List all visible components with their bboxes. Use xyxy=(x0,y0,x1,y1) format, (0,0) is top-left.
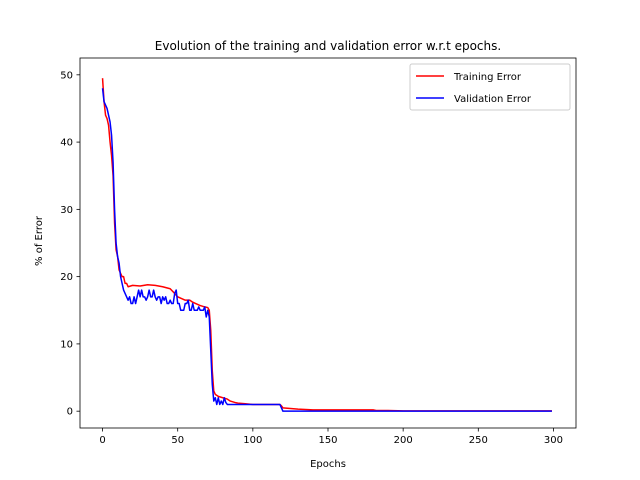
y-tick-label: 30 xyxy=(60,205,73,216)
y-tick-label: 0 xyxy=(67,407,73,418)
axes-layer: 0 50 100 150 200 250 300 0 10 20 30 40 50 xyxy=(60,57,577,446)
y-tick-label: 20 xyxy=(60,272,73,283)
y-tick-label: 40 xyxy=(60,138,73,149)
y-tick-label: 10 xyxy=(60,339,73,350)
y-tick-label: 50 xyxy=(60,70,73,81)
legend-box xyxy=(409,63,571,111)
legend: Training Error Validation Error xyxy=(409,63,571,111)
x-tick-label: 250 xyxy=(469,435,488,446)
x-tick-label: 300 xyxy=(544,435,563,446)
series-layer xyxy=(101,78,552,412)
x-tick-label: 200 xyxy=(394,435,413,446)
series-line-validation-error xyxy=(101,88,552,412)
legend-label-validation-error: Validation Error xyxy=(454,94,532,105)
x-tick-label: 100 xyxy=(243,435,262,446)
x-axis-label: Epochs xyxy=(310,459,346,470)
y-axis-label: % of Error xyxy=(34,215,45,266)
x-tick-label: 50 xyxy=(171,435,184,446)
x-tick-label: 150 xyxy=(318,435,337,446)
legend-label-training-error: Training Error xyxy=(453,72,522,83)
chart-title: Evolution of the training and validation… xyxy=(155,39,501,53)
x-tick-label: 0 xyxy=(99,435,105,446)
